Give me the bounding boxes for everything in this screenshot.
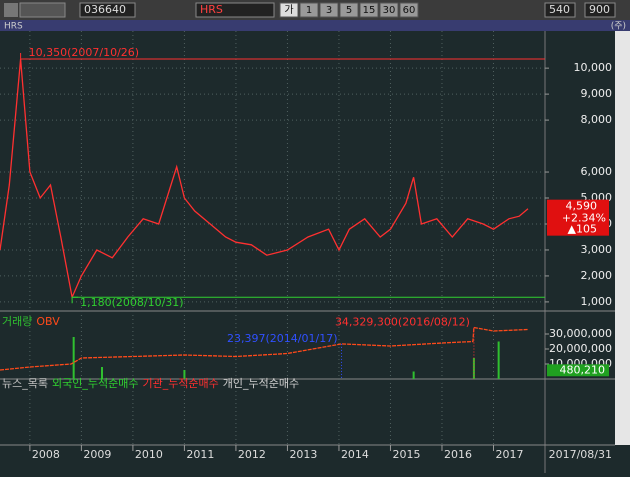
title-right: (주) [611, 21, 626, 32]
period-button[interactable] [279, 2, 299, 18]
annotation: 1,180(2008/10/31) [80, 296, 183, 309]
title-bar [0, 20, 630, 31]
period-button[interactable] [299, 2, 319, 18]
count-box[interactable] [584, 2, 616, 18]
y-tick-label: 10,000 [574, 61, 613, 74]
period-button[interactable] [379, 2, 399, 18]
x-tick-label: 2009 [83, 448, 111, 461]
last-price-box [547, 199, 609, 236]
volume-bar [497, 341, 500, 379]
period-label: 15 [363, 5, 376, 16]
annotation-leader [71, 296, 79, 304]
period-label: 1 [306, 5, 312, 16]
x-tick-label: 2012 [238, 448, 266, 461]
last-volume: 480,210 [560, 363, 606, 376]
series-line [0, 59, 529, 300]
volume-bar [183, 370, 186, 379]
code: 036640 [84, 3, 126, 16]
x-tick-label: 2008 [32, 448, 60, 461]
annotation: 34,329,300(2016/08/12) [335, 316, 470, 329]
code-box[interactable] [79, 2, 136, 18]
legend-item: OBV [36, 315, 60, 328]
annotation: 10,350(2007/10/26) [29, 46, 139, 59]
volume-bar [412, 371, 415, 379]
y-tick-label: 2,000 [581, 269, 613, 282]
name-box [195, 2, 275, 18]
annotation: 23,397(2014/01/17) [227, 332, 337, 345]
combo[interactable] [19, 2, 66, 18]
period-label: 60 [403, 5, 416, 16]
count: 540 [549, 3, 570, 16]
last-diff: ▲105 [568, 223, 597, 236]
period-label: 3 [326, 5, 332, 16]
last-price: 4,590 [566, 200, 598, 213]
period-label: 30 [383, 5, 396, 16]
last-volume-box [547, 364, 609, 377]
last-change: +2.34% [562, 212, 606, 225]
volume-bar [472, 358, 475, 379]
y-tick-label: 1,000 [581, 295, 613, 308]
x-tick-label: 2015 [392, 448, 420, 461]
period-button[interactable] [339, 2, 359, 18]
x-tick-label: 2013 [289, 448, 317, 461]
period-button[interactable] [359, 2, 379, 18]
count: 900 [589, 3, 610, 16]
period-label: 가 [284, 4, 293, 16]
last-date: 2017/08/31 [549, 448, 612, 461]
y-tick-label: 9,000 [581, 87, 613, 100]
period-button[interactable] [319, 2, 339, 18]
series-line [0, 326, 529, 371]
y-tick-label: 8,000 [581, 113, 613, 126]
period-label: 5 [346, 5, 352, 16]
legend-item: 거래량 [2, 315, 32, 328]
x-tick-label: 2010 [135, 448, 163, 461]
name: HRS [200, 3, 223, 16]
x-tick-label: 2017 [495, 448, 523, 461]
legend-item: 기관_누적순매수 [142, 377, 218, 390]
y-tick-label: 20,000,000 [549, 342, 612, 355]
volume-bar [100, 367, 103, 379]
volume-bar [72, 337, 75, 379]
drawing-toolbar [615, 31, 630, 445]
icon[interactable] [4, 3, 18, 17]
legend-item: 개인_누적순매수 [223, 377, 299, 390]
legend-item: 뉴스_목록 [2, 377, 48, 390]
x-tick-label: 2011 [186, 448, 214, 461]
y-tick-label: 6,000 [581, 165, 613, 178]
y-tick-label: 3,000 [581, 243, 613, 256]
annotation-leader [20, 53, 27, 60]
x-tick-label: 2014 [341, 448, 369, 461]
legend-item: 외국인_누적순매수 [52, 377, 138, 390]
period-button[interactable] [399, 2, 419, 18]
y-tick-label: 30,000,000 [549, 327, 612, 340]
x-tick-label: 2016 [444, 448, 472, 461]
count-box[interactable] [544, 2, 576, 18]
title: HRS [4, 22, 23, 32]
